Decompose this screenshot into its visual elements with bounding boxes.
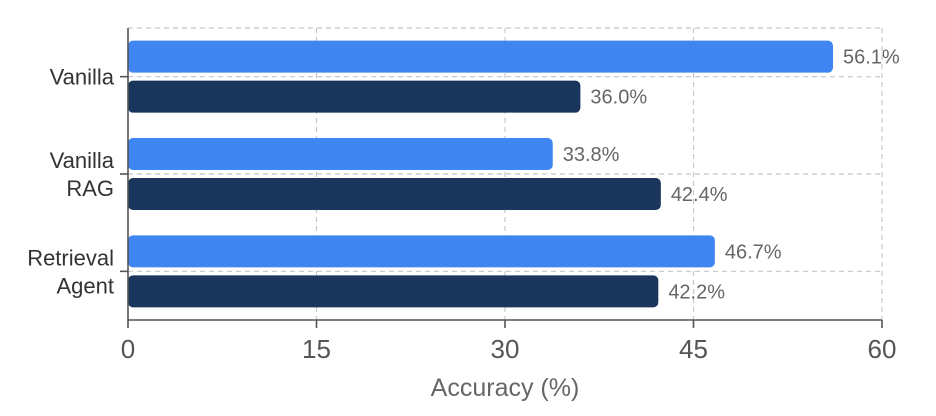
data-label: 42.4% — [671, 184, 728, 206]
x-axis-title: Accuracy (%) — [431, 374, 580, 402]
axes — [120, 28, 883, 328]
y-category-label: RAG — [66, 176, 114, 201]
bar-series-2-category-3 — [128, 275, 659, 308]
bar-series-1-category-1 — [128, 40, 833, 73]
data-label: 46.7% — [725, 241, 782, 263]
data-label: 36.0% — [590, 87, 647, 109]
x-tick-label: 0 — [121, 334, 135, 364]
bar-series-1-category-3 — [128, 235, 715, 268]
y-category-label: Vanilla — [50, 148, 115, 173]
grid — [128, 27, 883, 320]
labels: 56.1% 36.0% 33.8% 42.4% 46.7%42.2% 0 15 30 45 60 V… — [27, 47, 900, 364]
x-tick-label: 15 — [302, 334, 331, 364]
y-category-label: Retrieval — [27, 245, 114, 270]
bars — [128, 40, 833, 308]
bar-series-2-category-2 — [128, 178, 661, 210]
y-category-label: Vanilla — [50, 65, 115, 90]
bar-series-2-category-1 — [128, 80, 581, 113]
bar-series-1-category-2 — [128, 138, 553, 170]
data-label: 33.8% — [563, 144, 620, 166]
x-tick-label: 45 — [679, 334, 708, 364]
x-tick-label: 60 — [868, 334, 897, 364]
x-tick-label: 30 — [491, 334, 520, 364]
data-label: 56.1% — [843, 47, 900, 69]
y-category-label: Agent — [57, 273, 115, 298]
data-label: 42.2% — [668, 281, 725, 303]
